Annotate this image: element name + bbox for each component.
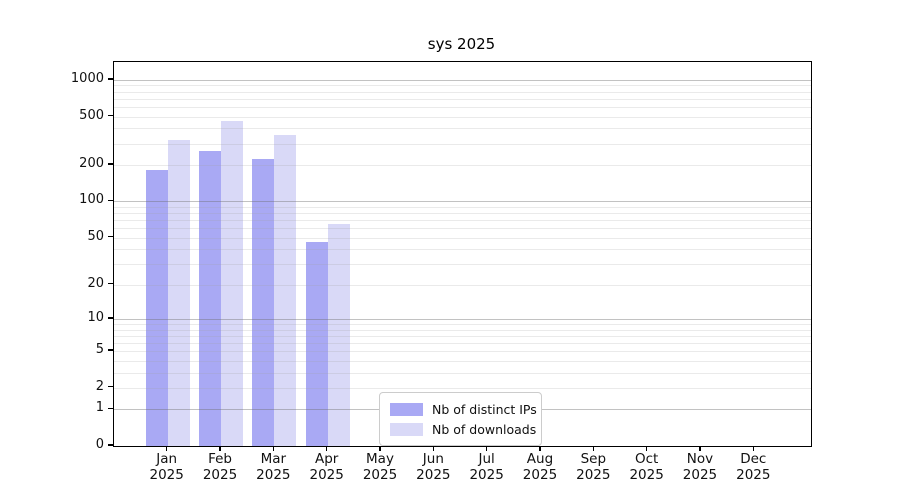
gridline-minor <box>114 143 811 145</box>
x-tick-label-oct: Oct 2025 <box>629 451 664 483</box>
x-tick-mark <box>539 446 541 451</box>
y-tick-label: 500 <box>79 107 104 123</box>
y-tick-label: 0 <box>95 437 104 452</box>
gridline-minor <box>114 128 811 130</box>
legend-item-downloads: Nb of downloads <box>390 419 536 439</box>
x-tick-label-mar: Mar 2025 <box>256 451 291 483</box>
bar-jan-distinct-ips <box>145 170 168 446</box>
gridline-minor <box>114 329 811 331</box>
gridline-minor <box>114 342 811 344</box>
y-tick-mark <box>108 386 113 388</box>
gridline-minor <box>114 116 811 118</box>
y-tick-mark <box>108 317 113 319</box>
y-tick-label: 10 <box>87 309 104 325</box>
gridline-minor <box>114 91 811 93</box>
x-tick-label-sep: Sep 2025 <box>576 451 611 483</box>
y-tick-label: 1000 <box>70 70 104 86</box>
x-tick-label-jun: Jun 2025 <box>416 451 451 483</box>
x-tick-mark <box>645 446 648 451</box>
gridline-minor <box>114 323 811 325</box>
x-tick-mark <box>166 446 168 451</box>
y-tick-mark <box>108 163 113 165</box>
gridline-minor <box>114 335 811 337</box>
y-tick-label: 200 <box>79 155 104 171</box>
x-tick-mark <box>272 446 275 451</box>
x-tick-mark <box>325 446 328 451</box>
gridline-minor <box>114 228 811 230</box>
gridline-minor <box>114 387 811 389</box>
x-tick-label-nov: Nov 2025 <box>682 451 718 483</box>
y-tick-mark <box>108 444 113 446</box>
legend-label-downloads: Nb of downloads <box>432 421 537 437</box>
gridline-minor <box>114 360 811 362</box>
legend-swatch-distinct-ips <box>390 402 423 416</box>
gridline-minor <box>114 263 811 265</box>
y-tick-mark <box>108 199 113 202</box>
gridline-minor <box>114 98 811 100</box>
gridline-minor <box>114 237 811 239</box>
x-tick-label-jan: Jan 2025 <box>149 451 184 483</box>
y-tick-mark <box>108 282 113 285</box>
x-tick-label-jul: Jul 2025 <box>469 451 504 483</box>
y-tick-label: 2 <box>95 378 104 394</box>
y-tick-label: 20 <box>87 275 104 291</box>
gridline-minor <box>114 164 811 166</box>
bar-feb-downloads <box>221 120 244 446</box>
bar-mar-distinct-ips <box>252 159 275 446</box>
x-tick-mark <box>699 446 701 451</box>
bar-feb-distinct-ips <box>199 151 222 446</box>
y-tick-label: 100 <box>79 192 104 208</box>
legend-swatch-downloads <box>390 422 423 436</box>
gridline-major <box>114 79 811 81</box>
legend-label-distinct-ips: Nb of distinct IPs <box>432 401 537 417</box>
y-tick-label: 1 <box>95 400 104 416</box>
plot-area: Nb of distinct IPs Nb of downloads <box>113 61 812 447</box>
y-tick-mark <box>108 349 113 351</box>
gridline-minor <box>114 284 811 286</box>
x-tick-mark <box>379 446 381 451</box>
gridline-minor <box>114 213 811 215</box>
bar-apr-distinct-ips <box>305 241 328 446</box>
gridline-minor <box>114 372 811 374</box>
bar-jan-downloads <box>167 140 190 446</box>
chart-title: sys 2025 <box>427 35 496 53</box>
legend-item-distinct-ips: Nb of distinct IPs <box>390 399 537 419</box>
y-tick-label: 5 <box>95 342 104 358</box>
x-tick-label-apr: Apr 2025 <box>309 451 344 483</box>
y-tick-mark <box>108 407 113 409</box>
gridline-minor <box>114 206 811 208</box>
x-tick-mark <box>592 446 595 451</box>
y-tick-mark <box>108 78 113 80</box>
x-tick-mark <box>219 446 221 451</box>
gridline-minor <box>114 85 811 87</box>
x-tick-label-dec: Dec 2025 <box>736 451 771 483</box>
gridline-minor <box>114 351 811 353</box>
x-tick-mark <box>485 446 488 451</box>
bar-apr-downloads <box>327 223 350 446</box>
gridline-minor <box>114 249 811 251</box>
y-tick-mark <box>108 114 113 117</box>
gridline-major <box>114 201 811 203</box>
x-tick-mark <box>432 446 435 451</box>
gridline-major <box>114 318 811 320</box>
x-tick-label-aug: Aug 2025 <box>522 451 558 483</box>
gridline-minor <box>114 220 811 222</box>
x-tick-label-may: May 2025 <box>362 451 398 483</box>
y-tick-mark <box>108 235 113 238</box>
x-tick-label-feb: Feb 2025 <box>202 451 238 483</box>
gridline-minor <box>114 106 811 108</box>
x-tick-mark <box>752 446 754 451</box>
legend: Nb of distinct IPs Nb of downloads <box>379 392 542 446</box>
bar-mar-downloads <box>274 134 297 446</box>
y-tick-label: 50 <box>87 228 104 244</box>
